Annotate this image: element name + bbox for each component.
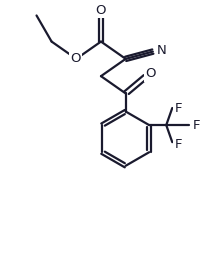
Text: O: O: [70, 52, 81, 65]
Text: O: O: [96, 4, 106, 17]
Text: F: F: [193, 119, 200, 131]
Text: F: F: [175, 138, 182, 151]
Text: O: O: [145, 68, 156, 81]
Text: N: N: [157, 44, 167, 57]
Text: F: F: [175, 102, 182, 115]
